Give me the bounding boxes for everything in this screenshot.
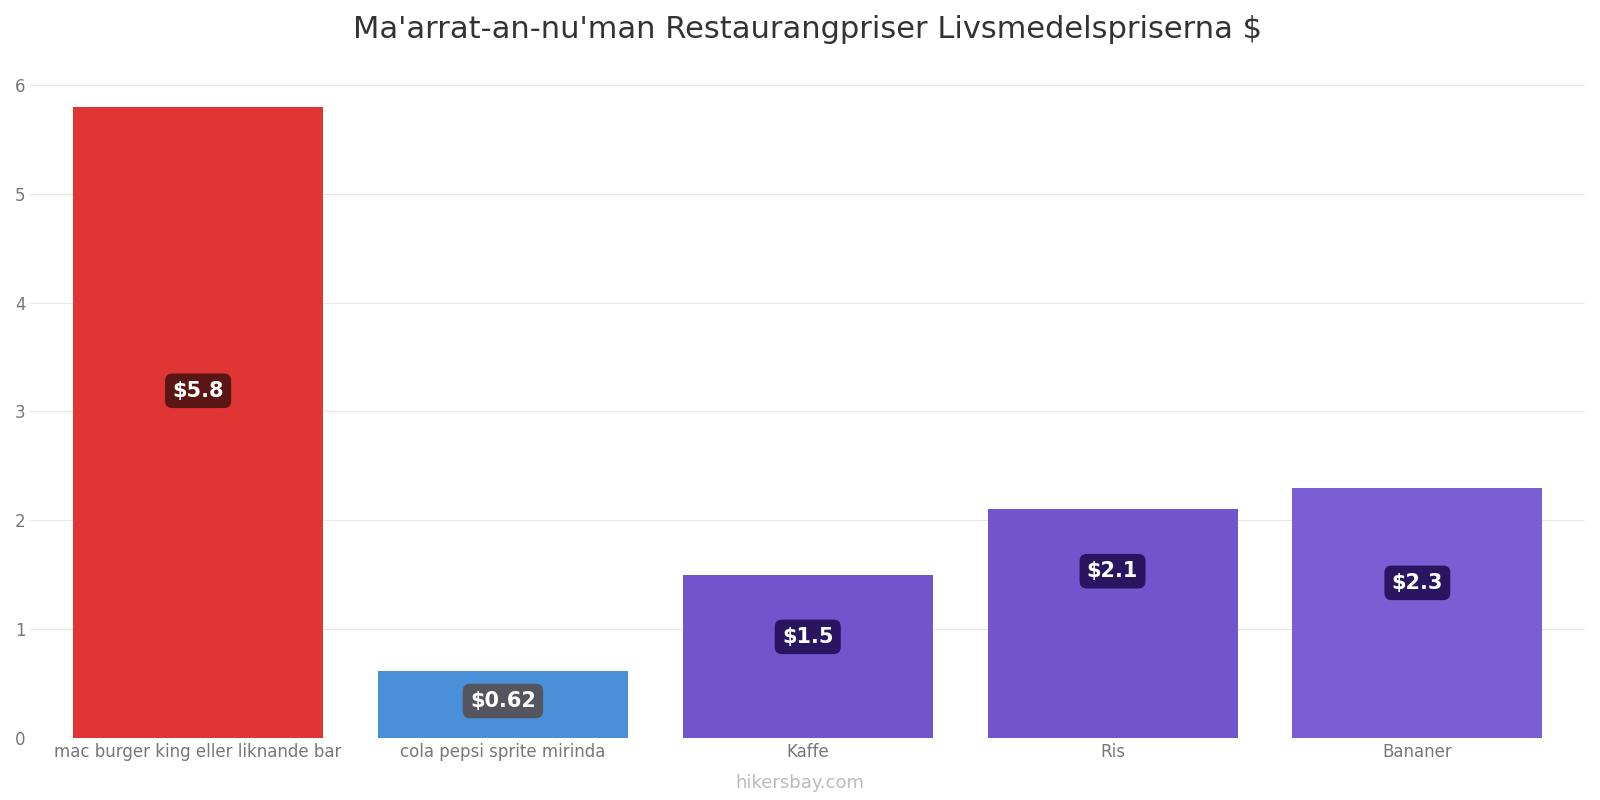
Text: $0.62: $0.62 [470,691,536,711]
Text: $5.8: $5.8 [173,381,224,401]
Bar [987,510,1237,738]
Title: Ma'arrat-an-nu'man Restaurangpriser Livsmedelspriserna $: Ma'arrat-an-nu'man Restaurangpriser Livs… [354,15,1262,44]
Bar [1293,488,1542,738]
Bar [74,106,323,738]
Text: $2.1: $2.1 [1086,562,1138,582]
Text: hikersbay.com: hikersbay.com [736,774,864,792]
Text: $1.5: $1.5 [782,627,834,647]
Bar [378,670,627,738]
Bar [683,574,933,738]
Text: $2.3: $2.3 [1392,573,1443,593]
